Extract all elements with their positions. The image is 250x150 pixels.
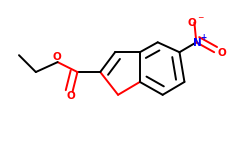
- Text: O: O: [66, 91, 75, 101]
- Text: N: N: [193, 38, 202, 48]
- Text: O: O: [52, 52, 61, 62]
- Text: O: O: [188, 18, 197, 28]
- Text: O: O: [218, 48, 226, 58]
- Text: +: +: [200, 33, 206, 42]
- Text: −: −: [197, 13, 203, 22]
